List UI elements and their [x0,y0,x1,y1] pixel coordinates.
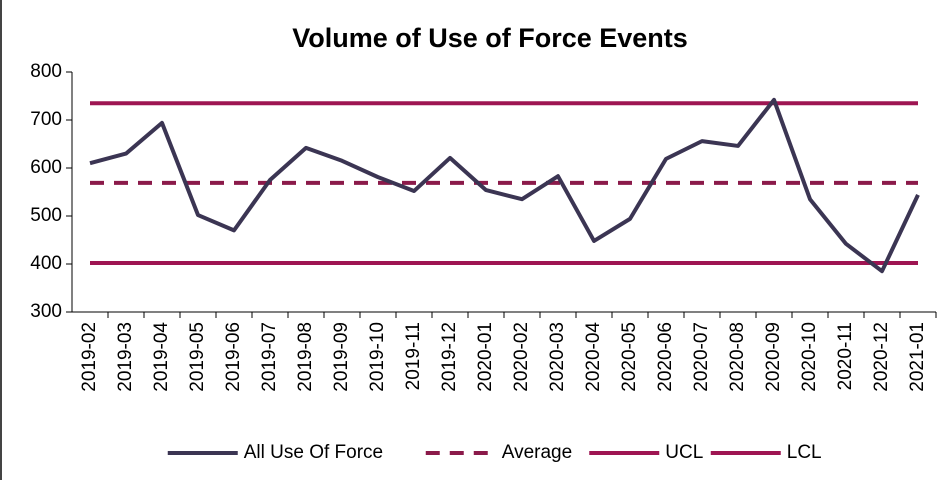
legend-label: UCL [665,442,703,463]
x-tick-label: 2020-10 [799,322,820,392]
legend-label: Average [502,442,572,463]
x-tick-label: 2020-06 [655,322,676,392]
x-tick-label: 2020-05 [619,322,640,392]
x-tick-label: 2019-08 [295,322,316,392]
y-tick-label: 500 [30,205,62,226]
x-tick-label: 2020-03 [547,322,568,392]
x-tick-label: 2019-11 [403,322,424,390]
x-tick-label: 2020-01 [475,322,496,392]
y-tick-label: 800 [30,61,62,82]
x-tick-label: 2019-04 [151,322,172,392]
y-tick-label: 300 [30,301,62,322]
x-tick-label: 2019-10 [367,322,388,392]
x-tick-label: 2019-12 [439,322,460,392]
x-tick-label: 2020-07 [691,322,712,392]
x-tick-label: 2019-07 [259,322,280,392]
y-tick-label: 400 [30,253,62,274]
x-tick-label: 2020-04 [583,322,604,392]
x-tick-label: 2019-06 [223,322,244,392]
legend-label: LCL [787,442,822,463]
y-tick-label: 600 [30,157,62,178]
x-tick-label: 2020-02 [511,322,532,392]
x-tick-label: 2020-11 [835,322,856,390]
chart-title: Volume of Use of Force Events [292,23,688,53]
x-tick-label: 2020-09 [763,322,784,392]
x-tick-label: 2019-05 [187,322,208,392]
x-tick-label: 2020-08 [727,322,748,392]
x-tick-label: 2020-12 [871,322,892,392]
x-tick-label: 2021-01 [907,322,928,392]
x-tick-label: 2019-03 [115,322,136,392]
x-tick-label: 2019-09 [331,322,352,392]
series-line [89,97,920,274]
legend-label: All Use Of Force [244,442,383,463]
y-tick-label: 700 [30,109,62,130]
x-tick-label: 2019-02 [79,322,100,392]
